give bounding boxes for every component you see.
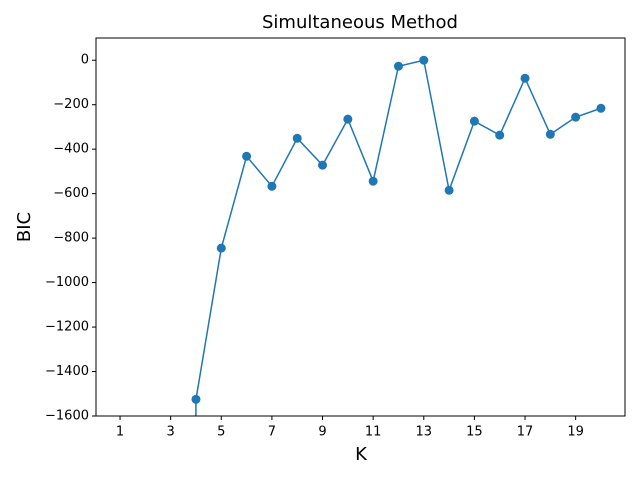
x-tick-label: 17 [517,425,534,440]
point-marker [469,116,479,126]
x-tick-label: 11 [365,425,382,440]
plot-area [191,55,606,416]
axes-frame [95,37,626,417]
point-marker [545,129,555,139]
point-marker [520,73,530,83]
y-tick-label: 0 [81,53,89,68]
point-marker [596,103,606,113]
point-marker [191,394,201,404]
x-tick-label: 5 [217,425,225,440]
y-tick-label: −200 [53,97,89,112]
point-marker [242,151,252,161]
y-tick-label: −800 [53,231,89,246]
point-marker [343,114,353,124]
point-marker [292,133,302,143]
y-tick-label: −1600 [45,409,89,424]
y-tick-label: −1200 [45,320,89,335]
y-tick-label: −1000 [45,275,89,290]
x-tick-label: 3 [167,425,175,440]
point-marker [495,130,505,140]
x-tick-label: 19 [567,425,584,440]
y-axis-label: BIC [14,212,35,242]
point-marker [571,112,581,122]
point-marker [419,55,429,65]
series-line [195,59,602,416]
x-tick-label: 1 [116,425,124,440]
point-marker [267,181,277,191]
x-tick-label: 13 [416,425,433,440]
x-tick-label: 15 [466,425,483,440]
y-tick-label: −600 [53,186,89,201]
x-tick-label: 7 [268,425,276,440]
point-marker [368,176,378,186]
point-marker [216,243,226,253]
y-tick-label: −400 [53,142,89,157]
x-axis-label: K [355,444,368,465]
point-marker [393,61,403,71]
y-tick-label: −1400 [45,364,89,379]
point-marker [444,185,454,195]
x-tick-label: 9 [318,425,326,440]
chart-title: Simultaneous Method [262,12,458,33]
point-marker [318,160,328,170]
